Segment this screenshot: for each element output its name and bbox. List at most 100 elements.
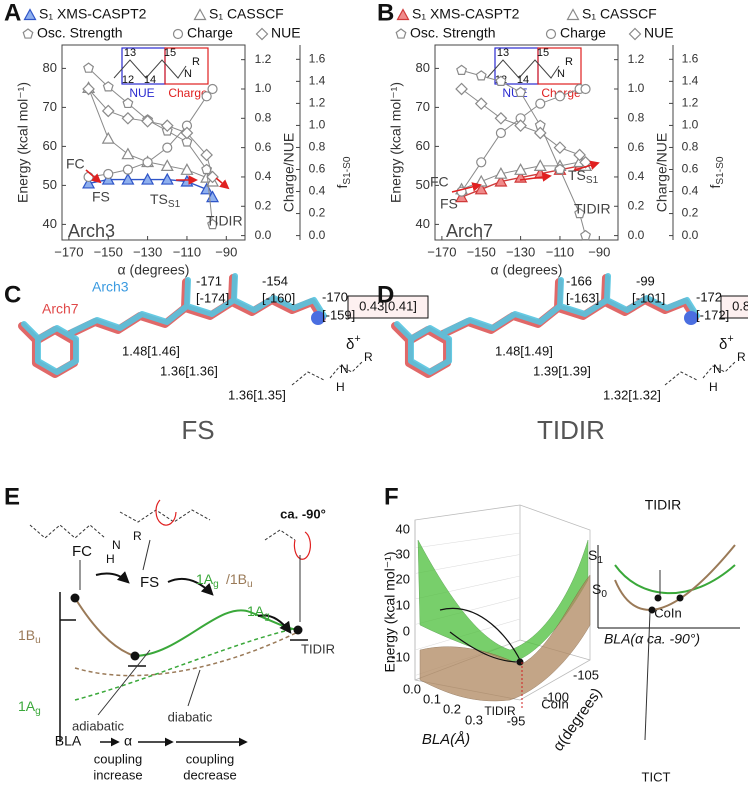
label-main: S [588,547,597,563]
nitrogen [684,311,698,325]
tick-label: 1.0 [309,118,326,132]
data-point [514,119,527,132]
panel-text: [-172] [696,307,729,322]
x-axis-label: α (degrees) [118,262,190,278]
tick-label: −170 [54,244,83,259]
inset-skeleton [486,59,560,79]
panel-text: R [364,350,373,364]
tick-label: 0.2 [309,206,326,220]
tick-label: 1.4 [309,74,326,88]
legend-label: Charge [187,25,233,41]
label-main: 1A [18,698,36,714]
data-point [83,171,94,183]
panel-text: 1.48[1.49] [495,343,553,358]
panel-text: BLA [55,733,82,749]
legend-marker [395,28,407,39]
inset-label: 12 [122,74,134,86]
data-point [207,83,218,95]
panel-text: adiabatic [72,718,125,733]
panel-text: 1Ag [18,698,41,717]
panel-text: -170 [322,289,348,304]
panel-text: coupling [94,751,142,766]
tick-label: 70 [43,99,57,114]
label-main: TS [568,167,586,183]
data-point [474,174,488,187]
panel-text: [-160] [262,290,295,305]
inset-s1 [614,564,736,595]
label-sub: S1 [586,175,599,186]
data-point [554,91,566,102]
surface-brown [419,574,591,702]
legend-marker [22,28,34,39]
data-point [162,142,173,153]
panel-text: 1.32[1.32] [603,387,661,402]
legend-label: NUE [644,25,674,41]
polyene-sketch [29,524,106,539]
inset-nue: NUE [129,86,154,100]
legend-marker [396,8,410,21]
y3-axis-label: fS1-S0 [334,156,353,188]
data-point [574,207,586,219]
panel-text: ca. -90° [280,506,326,521]
data-point [201,163,213,175]
tick-label: 0.2 [628,198,645,212]
tick-label: 1.0 [682,118,699,132]
legend-label: S₁ XMS-CASPT2 [412,6,520,22]
data-point [160,172,174,185]
point [654,594,662,602]
label-main: f [707,184,723,188]
tick-label: 60 [43,138,57,153]
panel-text: FC [72,543,92,560]
min-path [439,607,521,661]
panel-text: BLA(Å) [422,731,470,748]
panel-text: CoIn [654,605,681,620]
panel-text: 1.36[1.35] [228,387,286,402]
data-point [103,168,114,180]
arrow [167,578,214,596]
panel-text: H [106,552,115,566]
tick-label: 1.2 [309,96,326,110]
panel-text: decrease [183,767,236,782]
data-point [160,119,174,132]
annotation: Arch3 [68,221,115,241]
panel-text: Arch7 [42,301,79,317]
tick-label: 0.8 [255,110,272,124]
nitrogen [311,311,325,325]
pointer [97,649,151,716]
tick-label: 40 [43,216,57,231]
panel-text: TIDIR [645,497,682,513]
data-point [83,62,95,73]
label-sub: u [35,635,41,646]
tick-label: 1.4 [682,74,699,88]
panel-text: 0.43[0.41] [359,298,417,313]
legend-label: S₁ XMS-CASPT2 [39,6,147,22]
label-main: /1B [226,571,247,587]
legend-marker [566,8,580,21]
y2-axis-label: Charge/NUE [281,133,297,212]
annotation: FC [430,174,449,190]
label-main: TS [150,191,168,207]
label-sub: u [247,579,253,590]
label-sub: S1-S0 [342,156,353,184]
inset-label: 13 [497,47,509,59]
data-point [141,114,154,128]
annotation: TSS1 [568,167,599,186]
panel-text: S0 [592,581,607,600]
pointer [142,539,151,571]
y-axis-label: Energy (kcal mol⁻¹) [15,82,31,203]
data-point [495,127,507,139]
tick-label: 0.2 [682,206,699,220]
panel-text: 1.36[1.36] [160,363,218,378]
data-point [160,159,174,171]
label-sup: + [354,333,360,345]
curve-1bu [74,597,136,657]
data-point [515,86,527,98]
panel-text: R [737,350,746,364]
panel-text: Arch3 [92,279,129,295]
tick-label: 0.2 [255,198,272,212]
data-point [553,141,567,154]
label-sub: S1-S0 [715,156,726,184]
y-axis-label: Energy (kcal mol⁻¹) [388,82,404,203]
